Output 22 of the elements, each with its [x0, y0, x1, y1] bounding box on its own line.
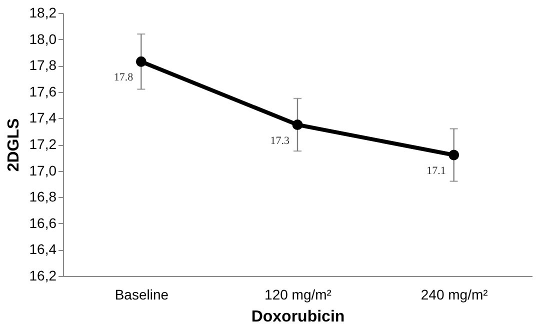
x-axis-title: Doxorubicin — [251, 308, 345, 326]
x-tick-label: 240 mg/m² — [420, 286, 488, 302]
y-tick-label: 16,8 — [29, 188, 57, 205]
y-axis-title: 2DGLS — [5, 118, 22, 172]
point — [292, 120, 303, 130]
point — [448, 150, 460, 160]
y-tick-label: 17,0 — [29, 162, 57, 178]
point — [136, 56, 146, 67]
y-tick-label: 17,6 — [29, 83, 57, 100]
y-tick-label: 17,8 — [29, 57, 57, 74]
y-tick-label: 17,2 — [29, 136, 57, 152]
y-tick-label: 17,4 — [29, 110, 57, 126]
y-tick-label: 16,6 — [29, 214, 57, 231]
y-tick-label: 18,2 — [29, 4, 57, 20]
y-tick-label: 16,4 — [29, 241, 57, 258]
data-label: 17.8 — [114, 72, 134, 84]
data-label: 17.1 — [426, 165, 446, 178]
x-tick-label: 120 mg/m² — [264, 286, 332, 302]
y-tick-label: 16,2 — [29, 268, 57, 284]
y-tick-label: 18,0 — [29, 30, 57, 47]
x-tick-label: Baseline — [114, 286, 169, 302]
data-label: 17.3 — [270, 134, 290, 147]
